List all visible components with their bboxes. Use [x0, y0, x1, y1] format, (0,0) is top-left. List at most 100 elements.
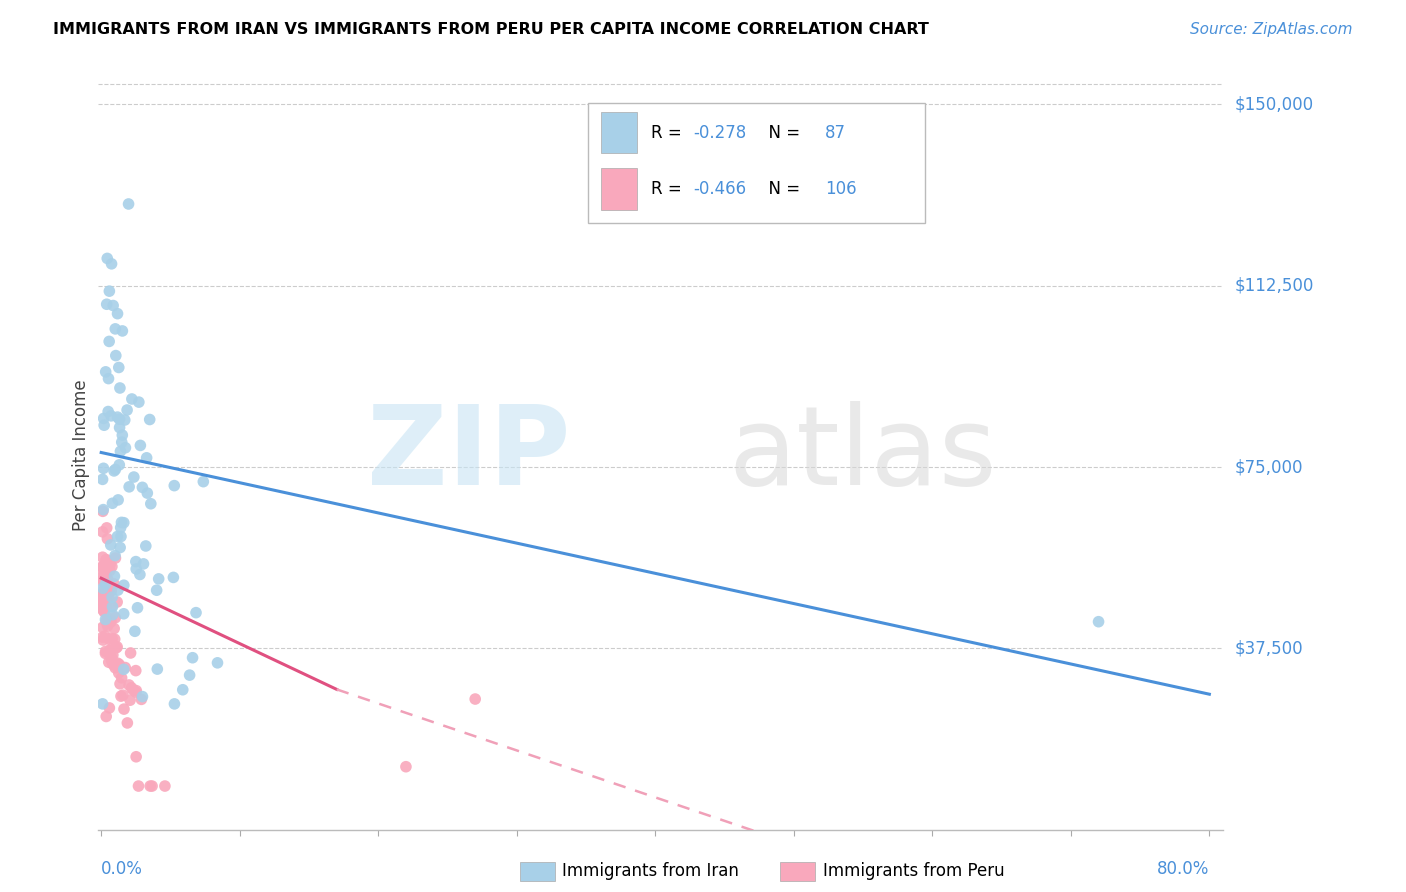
- Point: [132, 557, 155, 571]
- Text: 0.0%: 0.0%: [101, 860, 143, 878]
- Point: [108, 458, 131, 472]
- Point: [101, 559, 124, 574]
- Point: [128, 395, 150, 409]
- Point: [181, 650, 204, 665]
- Point: [93, 568, 115, 582]
- Point: [120, 646, 142, 660]
- Point: [97, 655, 120, 669]
- Point: [91, 591, 114, 605]
- Point: [91, 597, 114, 611]
- Point: [172, 682, 194, 697]
- Point: [100, 409, 122, 423]
- Point: [93, 605, 115, 619]
- Point: [96, 567, 118, 582]
- Point: [100, 653, 122, 667]
- Point: [103, 657, 125, 672]
- Point: [94, 647, 117, 661]
- Point: [118, 678, 141, 692]
- Point: [107, 656, 129, 670]
- Point: [100, 641, 122, 656]
- Point: [124, 624, 146, 639]
- Point: [97, 632, 120, 646]
- Point: [104, 349, 127, 363]
- Point: [91, 524, 114, 539]
- Point: [91, 588, 114, 602]
- Point: [101, 607, 124, 622]
- Point: [136, 486, 159, 500]
- Point: [97, 404, 120, 418]
- Point: [101, 657, 124, 672]
- Point: [91, 560, 114, 574]
- Text: -0.278: -0.278: [693, 124, 747, 142]
- Point: [110, 516, 132, 530]
- Point: [104, 611, 127, 625]
- Point: [104, 322, 127, 336]
- Point: [117, 715, 139, 730]
- Point: [104, 549, 127, 563]
- Point: [111, 688, 134, 702]
- Point: [107, 410, 129, 425]
- Point: [193, 475, 215, 489]
- Point: [163, 478, 186, 492]
- Point: [96, 532, 118, 546]
- Point: [91, 570, 114, 584]
- Point: [91, 697, 114, 711]
- Point: [127, 779, 149, 793]
- Point: [96, 297, 118, 311]
- Point: [112, 516, 135, 530]
- Point: [146, 662, 169, 676]
- Point: [184, 606, 207, 620]
- Point: [101, 599, 124, 614]
- Point: [101, 599, 124, 614]
- Point: [135, 539, 157, 553]
- Point: [98, 647, 121, 661]
- Point: [104, 632, 127, 647]
- Point: [139, 497, 162, 511]
- Point: [91, 559, 114, 574]
- Point: [97, 371, 120, 385]
- Point: [100, 538, 122, 552]
- Point: [112, 578, 135, 592]
- Point: [148, 572, 170, 586]
- Point: [138, 412, 160, 426]
- Point: [93, 461, 115, 475]
- Point: [153, 779, 176, 793]
- Point: [96, 610, 118, 624]
- Point: [91, 581, 114, 595]
- Point: [91, 504, 114, 518]
- Text: R =: R =: [651, 180, 686, 198]
- Point: [111, 324, 134, 338]
- Point: [97, 591, 120, 605]
- Point: [125, 555, 148, 569]
- Point: [141, 779, 163, 793]
- Text: 87: 87: [825, 124, 846, 142]
- Point: [112, 607, 135, 621]
- Point: [114, 413, 136, 427]
- Text: Immigrants from Iran: Immigrants from Iran: [562, 863, 740, 880]
- Point: [97, 619, 120, 633]
- Point: [135, 450, 157, 465]
- Point: [101, 648, 124, 662]
- Point: [464, 692, 486, 706]
- Point: [93, 418, 115, 433]
- Point: [108, 381, 131, 395]
- Point: [162, 570, 184, 584]
- Point: [129, 567, 152, 582]
- Point: [91, 586, 114, 600]
- Point: [97, 614, 120, 628]
- Text: $150,000: $150,000: [1234, 95, 1313, 113]
- Point: [91, 603, 114, 617]
- Point: [101, 496, 124, 510]
- Point: [107, 307, 129, 321]
- Point: [112, 702, 135, 716]
- Point: [93, 582, 115, 597]
- Point: [112, 662, 135, 676]
- Point: [107, 492, 129, 507]
- Point: [91, 601, 114, 615]
- Point: [125, 683, 148, 698]
- Point: [108, 657, 131, 672]
- Point: [91, 550, 114, 565]
- Text: 106: 106: [825, 180, 856, 198]
- Point: [1087, 615, 1109, 629]
- Y-axis label: Per Capita Income: Per Capita Income: [72, 379, 90, 531]
